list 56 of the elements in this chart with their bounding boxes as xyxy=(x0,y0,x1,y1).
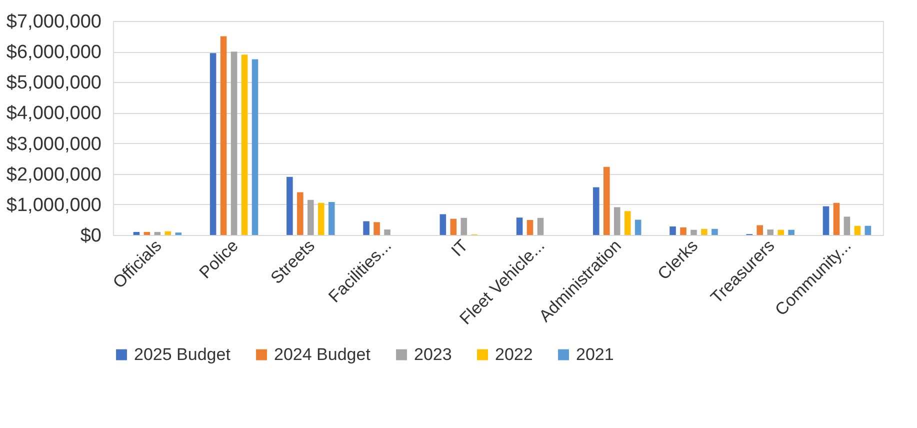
legend-label: 2023 xyxy=(414,344,452,364)
bar xyxy=(624,211,631,235)
bar xyxy=(756,225,764,235)
bar xyxy=(164,231,172,235)
bar xyxy=(144,232,150,235)
bar xyxy=(833,202,840,235)
bar xyxy=(844,216,850,235)
bar xyxy=(603,166,610,235)
bar xyxy=(634,220,642,235)
y-tick-label: $0 xyxy=(80,226,102,246)
legend-label: 2022 xyxy=(495,344,533,364)
bar xyxy=(363,221,370,235)
legend-label: 2024 Budget xyxy=(274,344,371,364)
bar xyxy=(230,52,238,235)
bar xyxy=(593,187,600,235)
bar xyxy=(450,218,457,235)
bar xyxy=(864,226,872,235)
x-tick-label: IT xyxy=(448,236,472,260)
bar xyxy=(210,53,216,235)
bar xyxy=(680,227,686,235)
bar xyxy=(526,220,534,235)
y-tick-label: $1,000,000 xyxy=(6,194,102,216)
bar xyxy=(690,230,697,235)
bar xyxy=(241,54,248,235)
bar xyxy=(822,206,830,235)
bar xyxy=(712,228,718,235)
bar xyxy=(252,59,258,235)
bar xyxy=(374,222,380,235)
legend-label: 2025 Budget xyxy=(134,344,231,364)
bar xyxy=(460,218,468,235)
bar xyxy=(308,200,314,235)
bar xyxy=(154,232,161,235)
y-tick-label: $5,000,000 xyxy=(6,72,102,94)
y-tick-label: $2,000,000 xyxy=(6,164,102,186)
y-tick-label: $4,000,000 xyxy=(6,103,102,124)
y-tick-label: $3,000,000 xyxy=(6,134,102,155)
bar xyxy=(328,202,335,235)
bar xyxy=(133,232,140,235)
bar xyxy=(614,207,620,235)
bar xyxy=(670,226,676,235)
bar xyxy=(701,228,708,235)
bar xyxy=(778,230,784,235)
bar xyxy=(440,214,446,235)
bar xyxy=(384,229,390,235)
y-tick-label: $7,000,000 xyxy=(6,12,102,32)
y-tick-label: $6,000,000 xyxy=(6,42,102,64)
bar xyxy=(220,36,227,235)
bar xyxy=(286,176,293,235)
bar xyxy=(537,218,544,235)
bar xyxy=(767,229,774,235)
bar xyxy=(297,192,304,235)
bar xyxy=(788,230,794,235)
bar xyxy=(516,218,523,235)
bar xyxy=(854,226,861,235)
bar xyxy=(318,202,324,235)
legend-label: 2021 xyxy=(576,344,614,364)
